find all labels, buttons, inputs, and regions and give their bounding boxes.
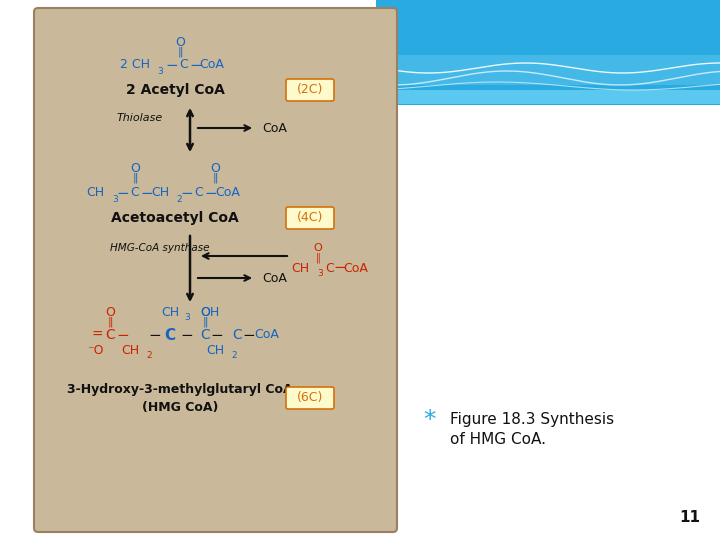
Text: Figure 18.3 Synthesis: Figure 18.3 Synthesis — [450, 412, 614, 427]
Text: 2 Acetyl CoA: 2 Acetyl CoA — [125, 83, 225, 97]
Text: −: − — [204, 186, 217, 200]
Text: CH: CH — [291, 261, 309, 274]
Text: (HMG CoA): (HMG CoA) — [142, 402, 218, 415]
Text: ⁻O: ⁻O — [86, 343, 103, 356]
Text: (4C): (4C) — [297, 212, 323, 225]
Text: 2: 2 — [146, 352, 152, 361]
Text: CoA: CoA — [215, 186, 240, 199]
Text: CoA: CoA — [263, 122, 287, 134]
Text: CH: CH — [151, 186, 169, 199]
Text: C: C — [325, 261, 334, 274]
Text: 3: 3 — [112, 194, 118, 204]
Text: of HMG CoA.: of HMG CoA. — [450, 432, 546, 447]
Text: CH: CH — [206, 343, 224, 356]
Text: −: − — [181, 186, 194, 200]
Text: =: = — [91, 328, 103, 342]
Text: 2: 2 — [231, 352, 237, 361]
Text: O: O — [105, 306, 115, 319]
Text: ‖: ‖ — [132, 173, 138, 183]
Text: CoA: CoA — [263, 272, 287, 285]
Text: *: * — [424, 408, 436, 432]
Text: (6C): (6C) — [297, 392, 323, 404]
Text: 3: 3 — [317, 269, 323, 279]
Text: C: C — [194, 186, 203, 199]
Text: CH: CH — [121, 343, 139, 356]
Text: C: C — [232, 328, 242, 342]
Text: O: O — [210, 161, 220, 174]
Text: 3: 3 — [157, 66, 163, 76]
Text: CH: CH — [161, 306, 179, 319]
Text: C: C — [105, 328, 115, 342]
Text: ‖: ‖ — [107, 317, 113, 327]
Text: 3: 3 — [184, 314, 190, 322]
Text: O: O — [314, 243, 323, 253]
Text: ‖: ‖ — [177, 47, 183, 57]
Text: (2C): (2C) — [297, 84, 323, 97]
Text: −: − — [117, 186, 130, 200]
Bar — [380, 90, 720, 104]
Bar — [380, 0, 720, 105]
FancyBboxPatch shape — [286, 79, 334, 101]
Text: −: − — [243, 327, 256, 342]
Text: −: − — [189, 57, 202, 72]
Text: C: C — [130, 186, 140, 199]
Text: 11: 11 — [679, 510, 700, 525]
Text: OH: OH — [200, 306, 220, 319]
Text: −: − — [140, 186, 153, 200]
Text: −: − — [181, 327, 194, 342]
Text: −: − — [166, 57, 179, 72]
Text: 3-Hydroxy-3-methylglutaryl CoA: 3-Hydroxy-3-methylglutaryl CoA — [67, 383, 293, 396]
Text: Acetoacetyl CoA: Acetoacetyl CoA — [111, 211, 239, 225]
FancyBboxPatch shape — [286, 207, 334, 229]
Text: 2: 2 — [176, 194, 182, 204]
FancyBboxPatch shape — [34, 8, 397, 532]
Text: CoA: CoA — [343, 261, 369, 274]
Text: −: − — [148, 327, 161, 342]
Text: O: O — [175, 36, 185, 49]
Text: CH: CH — [86, 186, 104, 199]
Text: 2 CH: 2 CH — [120, 58, 150, 71]
Text: ‖: ‖ — [212, 173, 217, 183]
Text: CoA: CoA — [199, 58, 225, 71]
Text: −: − — [211, 327, 223, 342]
Text: Thiolase: Thiolase — [117, 113, 163, 123]
Text: −: − — [333, 260, 346, 275]
Text: ‖: ‖ — [202, 317, 208, 327]
Text: C: C — [179, 58, 189, 71]
Text: CoA: CoA — [255, 328, 279, 341]
Text: ‖: ‖ — [315, 253, 320, 263]
Text: O: O — [200, 306, 210, 319]
FancyBboxPatch shape — [376, 0, 720, 105]
Text: HMG-CoA synthase: HMG-CoA synthase — [110, 243, 210, 253]
Text: −: − — [117, 327, 130, 342]
Text: C: C — [164, 327, 176, 342]
Text: C: C — [200, 328, 210, 342]
Bar — [380, 55, 720, 85]
FancyBboxPatch shape — [286, 387, 334, 409]
Text: O: O — [130, 161, 140, 174]
